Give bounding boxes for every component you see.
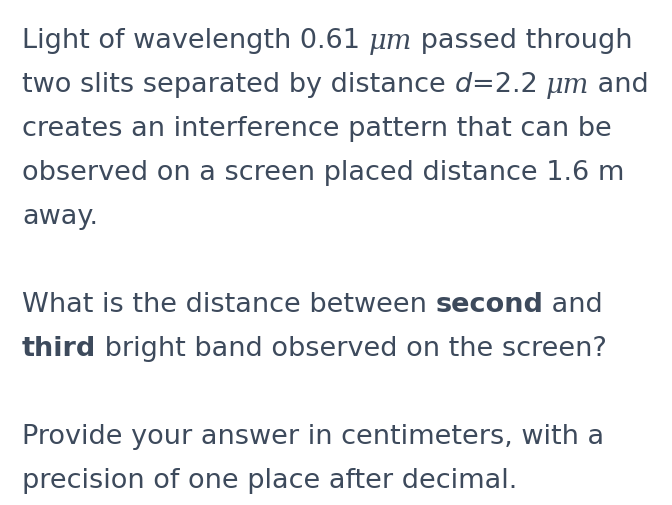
Text: =2.2: =2.2 xyxy=(472,72,546,98)
Text: away.: away. xyxy=(22,204,98,230)
Text: Provide your answer in centimeters, with a: Provide your answer in centimeters, with… xyxy=(22,423,604,449)
Text: What is the distance between: What is the distance between xyxy=(22,291,435,317)
Text: third: third xyxy=(22,335,96,361)
Text: bright band observed on the screen?: bright band observed on the screen? xyxy=(96,335,607,361)
Text: and: and xyxy=(589,72,649,98)
Text: two slits separated by distance: two slits separated by distance xyxy=(22,72,454,98)
Text: μm: μm xyxy=(369,28,412,55)
Text: precision of one place after decimal.: precision of one place after decimal. xyxy=(22,467,517,493)
Text: creates an interference pattern that can be: creates an interference pattern that can… xyxy=(22,116,612,142)
Text: d: d xyxy=(454,72,472,98)
Text: observed on a screen placed distance 1.6 m: observed on a screen placed distance 1.6… xyxy=(22,160,624,186)
Text: passed through: passed through xyxy=(412,28,632,54)
Text: second: second xyxy=(435,291,544,317)
Text: μm: μm xyxy=(546,72,589,99)
Text: and: and xyxy=(544,291,603,317)
Text: Light of wavelength 0.61: Light of wavelength 0.61 xyxy=(22,28,369,54)
